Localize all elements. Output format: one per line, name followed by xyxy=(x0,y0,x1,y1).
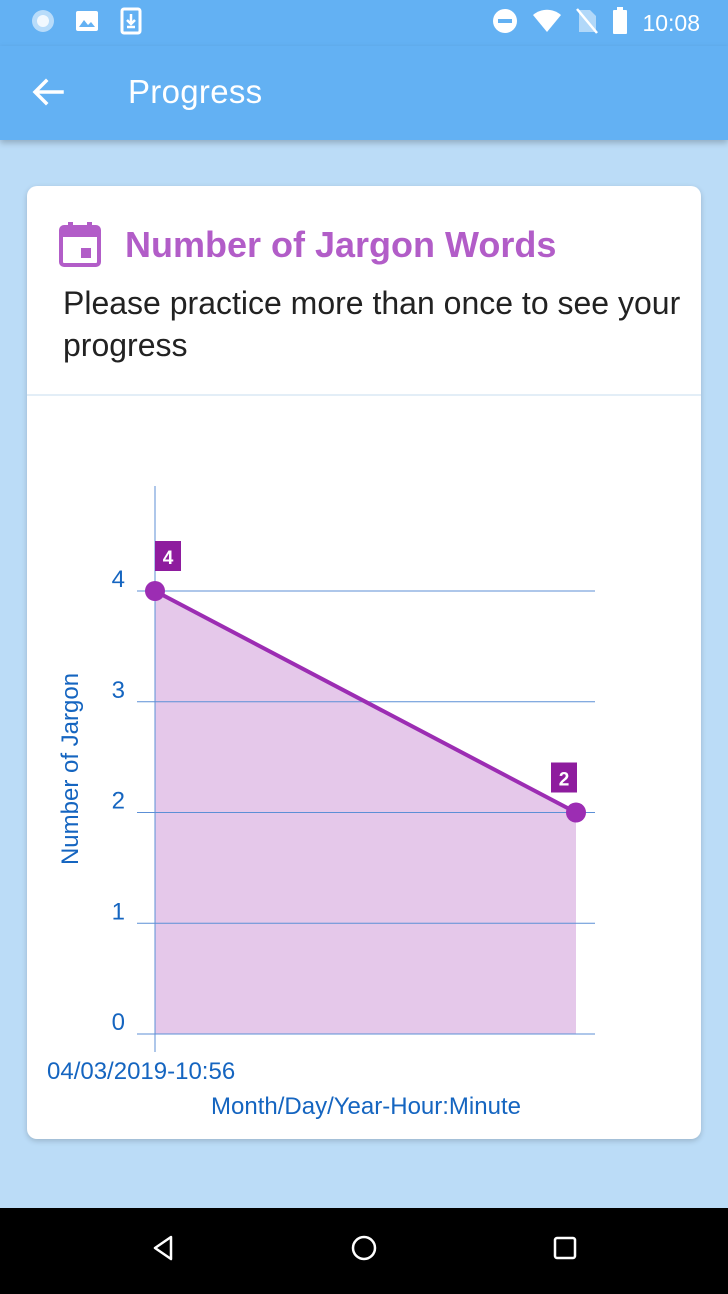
nav-back-button[interactable] xyxy=(143,1230,183,1270)
nav-home-button[interactable] xyxy=(344,1230,384,1270)
y-tick-label: 3 xyxy=(112,677,125,704)
arrow-back-icon xyxy=(32,78,64,111)
data-point xyxy=(145,581,165,601)
recents-square-icon xyxy=(551,1234,579,1267)
status-time: 10:08 xyxy=(642,9,700,36)
data-label: 4 xyxy=(163,548,174,569)
home-circle-icon xyxy=(350,1234,378,1267)
y-tick-label: 4 xyxy=(112,566,125,593)
data-point xyxy=(566,802,586,823)
data-label-badge xyxy=(155,541,181,571)
jargon-chart: 0 1 2 3 4 4 2 04/03/2019-10:56 Month/Day/Year-Ho… xyxy=(47,486,595,1120)
wifi-icon xyxy=(532,9,562,38)
back-button[interactable] xyxy=(22,68,74,120)
y-axis-label: Number of Jargon xyxy=(57,673,84,865)
download-icon xyxy=(118,7,144,40)
y-tick-label: 0 xyxy=(112,1009,125,1036)
battery-icon xyxy=(612,6,628,40)
data-label: 2 xyxy=(559,770,570,791)
data-label-badge xyxy=(551,762,577,793)
y-tick-label: 1 xyxy=(112,898,125,925)
image-icon xyxy=(74,8,100,39)
progress-card: Number of Jargon Words Please practice m… xyxy=(27,186,701,1139)
nav-recents-button[interactable] xyxy=(545,1230,585,1270)
x-axis-label: Month/Day/Year-Hour:Minute xyxy=(211,1093,521,1120)
x-tick-label: 04/03/2019-10:56 xyxy=(47,1058,235,1085)
app-bar: Progress xyxy=(0,46,728,140)
series-line xyxy=(154,589,577,815)
no-sim-icon xyxy=(576,7,599,39)
status-notifications xyxy=(30,7,144,40)
card-divider xyxy=(27,394,701,396)
status-system: 10:08 xyxy=(492,6,700,40)
card-title: Number of Jargon Words xyxy=(125,224,557,265)
navigation-bar xyxy=(0,1208,728,1294)
page-title: Progress xyxy=(128,73,263,110)
y-tick-label: 2 xyxy=(112,788,125,815)
calendar-icon xyxy=(59,222,101,268)
do-not-disturb-icon xyxy=(492,8,518,39)
back-triangle-icon xyxy=(149,1234,177,1267)
card-subtitle: Please practice more than once to see yo… xyxy=(63,285,681,363)
status-bar: 10:08 xyxy=(0,0,728,46)
sync-icon xyxy=(30,8,56,39)
